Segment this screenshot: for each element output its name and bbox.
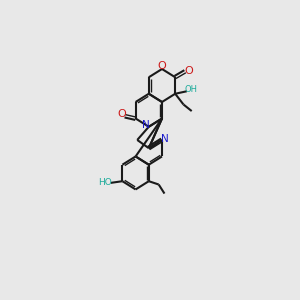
Text: N: N <box>142 120 149 130</box>
Text: HO: HO <box>98 178 112 187</box>
Text: O: O <box>117 109 126 118</box>
Text: OH: OH <box>184 85 197 94</box>
Text: N: N <box>160 134 168 144</box>
Text: O: O <box>184 66 193 76</box>
Text: O: O <box>158 61 166 71</box>
